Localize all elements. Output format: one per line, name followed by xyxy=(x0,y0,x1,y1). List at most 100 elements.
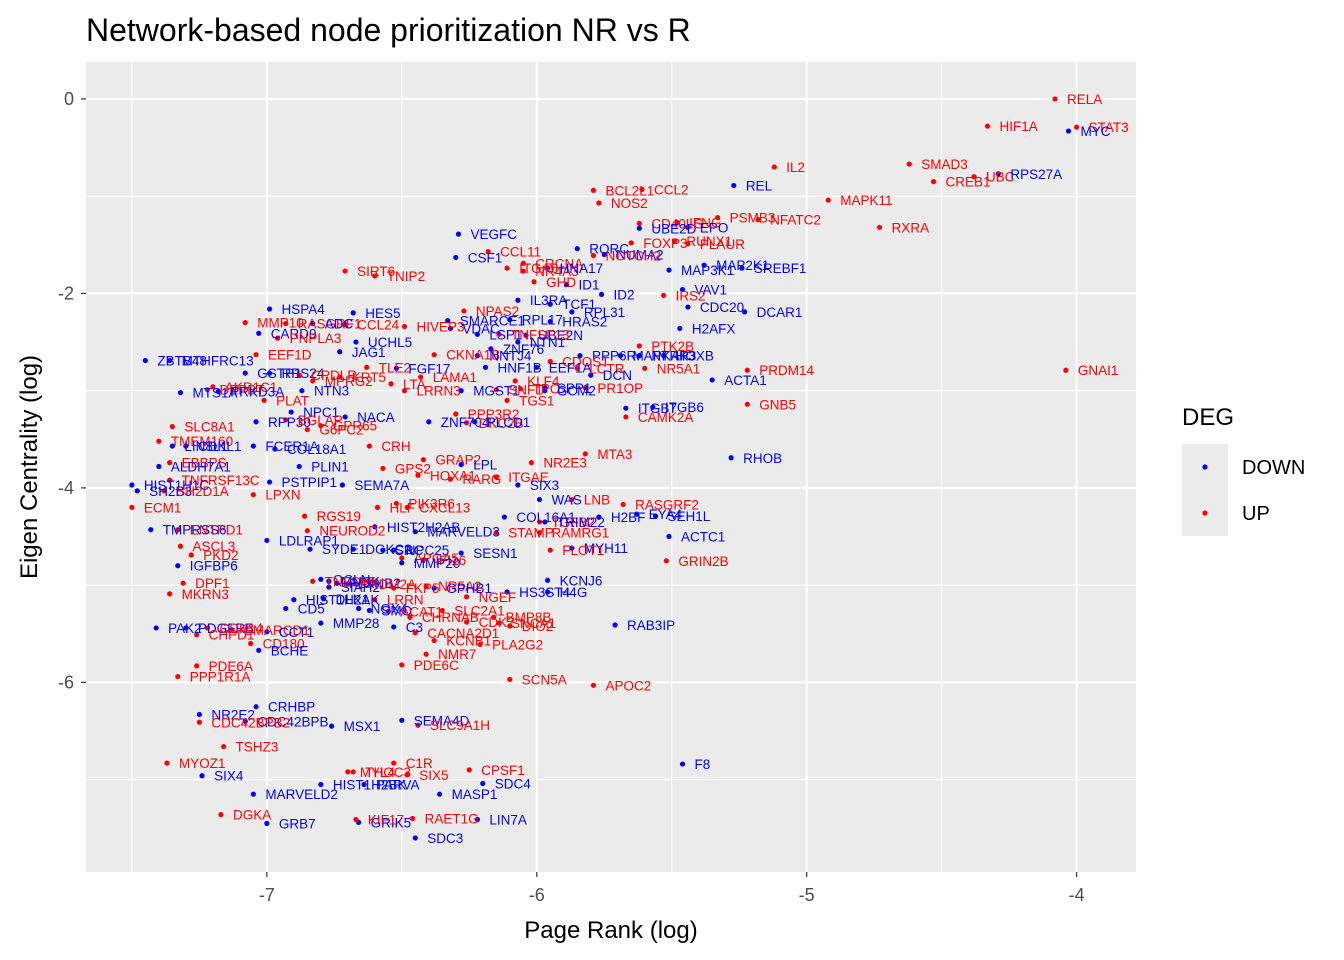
point-label: CD40LG xyxy=(651,216,704,231)
point-label: NEUROD2 xyxy=(319,524,385,539)
point-label: DEPBT xyxy=(219,383,264,398)
data-point-masp1 xyxy=(436,791,443,797)
data-point-myl4 xyxy=(345,769,351,775)
point-label: ACAT1 xyxy=(400,604,443,619)
point-label: SCN5A xyxy=(522,672,567,687)
point-label: MMP10 xyxy=(257,316,304,331)
point-label: SIX4 xyxy=(214,769,244,784)
point-label: LDLRAP1 xyxy=(279,533,339,548)
point-label: MKRN3 xyxy=(182,587,229,602)
data-point-pik3r6 xyxy=(393,500,400,507)
point-label: TMPRSS6 xyxy=(163,523,227,538)
data-point-ppp6r xyxy=(577,353,583,359)
point-label: MAPK11 xyxy=(840,193,892,208)
point-label: UBE2D xyxy=(651,221,696,236)
point-label: FOXP3 xyxy=(643,236,687,251)
data-point-gphb1 xyxy=(431,585,437,591)
data-point-lpl xyxy=(458,461,464,468)
point-label: NFATC2 xyxy=(770,213,821,228)
data-point-csf1 xyxy=(453,254,459,261)
point-label: AKR1C1 xyxy=(225,380,278,395)
data-point-mmp28 xyxy=(318,620,324,626)
data-point-tpo xyxy=(517,386,524,392)
data-point-marveld3 xyxy=(412,529,418,535)
point-label: KRT5 xyxy=(352,370,386,385)
data-point-trim22 xyxy=(542,519,548,525)
point-label: TNFSF13 xyxy=(511,327,570,342)
point-label: CDK14 xyxy=(219,621,263,636)
data-point-cdc42bpb xyxy=(242,718,248,724)
data-point-acta1 xyxy=(709,377,715,383)
point-label: PLA2G2 xyxy=(492,637,543,652)
data-point-mprg2 xyxy=(310,378,316,384)
point-label: HIST1H2BK xyxy=(333,777,407,792)
point-label: FGF17 xyxy=(408,361,450,376)
data-point-h2bf xyxy=(596,514,602,520)
data-point-gstp1 xyxy=(242,370,248,376)
point-label: LIN8L1 xyxy=(184,439,228,454)
point-label: RELA xyxy=(1067,92,1102,107)
point-label: KCNB1 xyxy=(446,634,491,649)
data-point-grin2b xyxy=(663,558,669,564)
point-label: GPR65 xyxy=(333,419,377,434)
point-label: CDKL1 xyxy=(198,439,242,454)
data-point-itgb7 xyxy=(623,405,629,411)
data-point-siah2 xyxy=(326,584,332,590)
point-label: ZBTB48 xyxy=(157,354,207,369)
data-point-prkd3a xyxy=(215,389,221,395)
point-label: SMARCE1 xyxy=(460,314,525,329)
data-point-runx1 xyxy=(671,238,678,244)
point-label: COL18A1 xyxy=(287,442,346,457)
plot-panel xyxy=(86,62,1136,872)
data-point-eef1d xyxy=(253,352,259,358)
point-label: GRIK5 xyxy=(371,815,412,830)
point-label: HRAS2 xyxy=(562,315,607,330)
data-point-sesn1 xyxy=(458,550,464,556)
point-label: SLC2A1 xyxy=(454,603,504,618)
data-point-zbtb48 xyxy=(142,357,148,364)
x-tick-label: -4 xyxy=(1069,885,1085,905)
data-point-ube2d xyxy=(636,225,642,231)
point-label: EYA4 xyxy=(649,507,683,522)
data-point-dkc2b xyxy=(463,420,470,426)
point-label: HIF1A xyxy=(1000,119,1038,134)
data-point-nos2 xyxy=(596,200,602,206)
point-label: SH2D1A xyxy=(176,484,229,499)
data-point-cdk14 xyxy=(204,625,211,631)
point-label: GRB7 xyxy=(279,816,316,831)
point-label: UBC xyxy=(986,170,1015,185)
x-tick-label: -7 xyxy=(259,885,275,905)
point-label: HNA17 xyxy=(560,261,604,276)
legend-marker-down xyxy=(1202,464,1208,470)
data-point-rasgrf1 xyxy=(283,320,289,327)
point-label: LRRN xyxy=(387,593,424,608)
point-label: NNTJ4 xyxy=(489,349,531,364)
point-label: MYH11 xyxy=(584,541,628,556)
point-label: DIO2 xyxy=(522,619,554,634)
point-label: KLF4 xyxy=(527,374,560,389)
data-point-hnf1b xyxy=(482,364,489,370)
point-label: UCHL5 xyxy=(368,335,412,350)
point-label: APOC2 xyxy=(605,678,651,693)
point-label: HOXB xyxy=(676,349,714,364)
data-point-thoc3 xyxy=(350,769,356,775)
point-label: NPC25 xyxy=(406,543,450,558)
data-point-bche xyxy=(256,647,262,653)
data-point-tnfsf5 xyxy=(310,578,316,584)
data-point-mkrn3 xyxy=(167,591,173,597)
data-point-plcd1 xyxy=(472,419,478,425)
point-label: DCAR1 xyxy=(757,305,803,320)
point-label: ENTPD1 xyxy=(190,523,243,538)
data-point-rps27a xyxy=(995,171,1001,177)
data-point-tcf1 xyxy=(547,301,553,307)
data-point-syde1 xyxy=(307,546,313,552)
point-label: CD5 xyxy=(298,601,325,616)
data-point-hlf xyxy=(374,504,381,510)
data-point-rarg xyxy=(447,476,453,482)
point-label: CHPD1 xyxy=(209,628,255,643)
y-axis: 0 -2 -4 -6 xyxy=(58,89,86,692)
data-point-pkd2 xyxy=(188,552,194,558)
data-point-scn5a xyxy=(507,676,513,683)
point-label: SIX5 xyxy=(419,768,448,783)
point-label: HOXA1 xyxy=(430,468,476,483)
